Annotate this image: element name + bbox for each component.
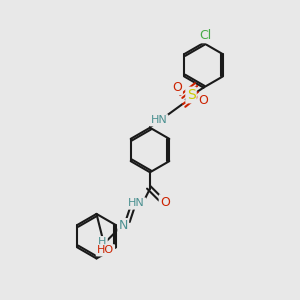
Text: H: H xyxy=(98,237,106,247)
Text: O: O xyxy=(160,196,170,208)
Text: O: O xyxy=(172,81,182,94)
Text: HN: HN xyxy=(151,115,167,125)
Text: N: N xyxy=(118,219,128,232)
Text: O: O xyxy=(199,94,208,107)
Text: HN: HN xyxy=(128,199,145,208)
Text: S: S xyxy=(187,88,195,102)
Text: Cl: Cl xyxy=(199,29,211,42)
Text: HO: HO xyxy=(97,245,114,255)
